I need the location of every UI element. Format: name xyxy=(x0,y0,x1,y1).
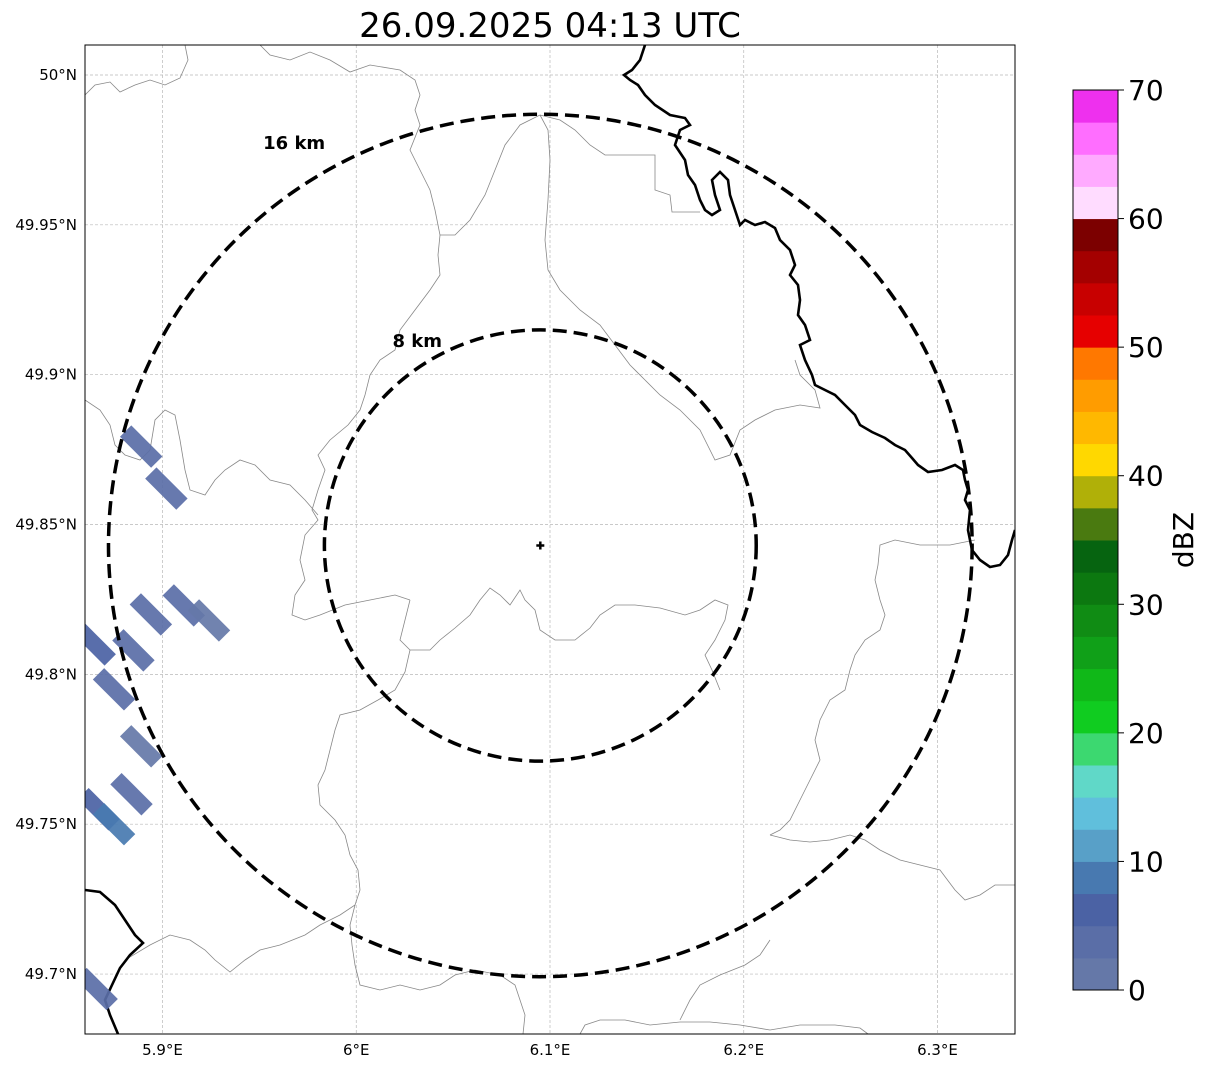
colorbar-label: dBZ xyxy=(1167,512,1200,568)
colorbar-tick-label: 70 xyxy=(1128,74,1164,107)
lat-tick-label: 49.75°N xyxy=(15,815,77,833)
colorbar-segment xyxy=(1073,893,1118,927)
colorbar-segment xyxy=(1073,957,1118,991)
lat-tick-label: 49.85°N xyxy=(15,516,77,534)
border-line xyxy=(769,539,976,836)
precipitation-cell xyxy=(112,629,155,672)
lon-tick-label: 5.9°E xyxy=(142,1041,183,1059)
lon-tick-label: 6.2°E xyxy=(723,1041,764,1059)
colorbar-segment xyxy=(1073,250,1118,284)
country-border xyxy=(621,45,1015,569)
precipitation-cell xyxy=(119,725,163,768)
lat-tick-label: 49.9°N xyxy=(25,366,77,384)
colorbar-segment xyxy=(1073,668,1118,702)
precipitation-cell xyxy=(119,425,163,468)
border-line xyxy=(349,904,526,1034)
axis-tick-labels: 5.9°E 6°E 6.1°E 6.2°E 6.3°E 50°N 49.95°N 49.9°N… xyxy=(15,66,958,1059)
precipitation-cell xyxy=(145,467,188,510)
colorbar-segment xyxy=(1073,636,1118,670)
colorbar-segment xyxy=(1073,90,1118,123)
lat-tick-label: 49.95°N xyxy=(15,216,77,234)
border-line xyxy=(259,45,441,621)
range-ring xyxy=(106,112,974,979)
lon-tick-label: 6.3°E xyxy=(917,1041,958,1059)
colorbar-segment xyxy=(1073,411,1118,445)
border-line xyxy=(399,587,729,691)
colorbar-tick-label: 10 xyxy=(1128,845,1164,878)
colorbar-segment xyxy=(1073,829,1118,862)
range-ring xyxy=(322,328,758,763)
map-title: 26.09.2025 04:13 UTC xyxy=(359,6,741,46)
colorbar-segment xyxy=(1073,443,1118,477)
precipitation-layer xyxy=(85,425,231,1011)
colorbar-segment xyxy=(1073,540,1118,573)
colorbar-frame xyxy=(1072,89,1119,991)
colorbar-segment xyxy=(1073,700,1118,734)
border-line xyxy=(440,114,541,236)
colorbar-segment xyxy=(1073,732,1118,766)
colorbar-segment xyxy=(1073,765,1118,798)
colorbar-segment xyxy=(1073,186,1118,220)
border-line xyxy=(769,834,1015,901)
border-line xyxy=(579,1019,869,1034)
radar-site-layer xyxy=(536,541,545,550)
lon-tick-label: 6°E xyxy=(343,1041,370,1059)
range-rings: 8 km 16 km xyxy=(106,112,974,979)
colorbar-segment xyxy=(1073,154,1118,187)
border-line xyxy=(539,114,821,461)
precipitation-cell xyxy=(85,623,116,666)
colorbar-tick-label: 40 xyxy=(1128,460,1164,493)
lat-tick-label: 49.7°N xyxy=(25,965,77,983)
colorbar-segment xyxy=(1073,572,1118,605)
precipitation-cell xyxy=(92,802,136,846)
range-ring-label: 16 km xyxy=(263,133,325,154)
colorbar-segment xyxy=(1073,218,1118,252)
colorbar-tick-label: 50 xyxy=(1128,331,1164,364)
colorbar-segment xyxy=(1073,379,1118,412)
precipitation-cell xyxy=(187,599,231,642)
radar-site-marker xyxy=(536,541,545,550)
colorbar-segment xyxy=(1073,475,1118,509)
colorbar-segment xyxy=(1073,797,1118,830)
map-background xyxy=(85,45,1015,1034)
border-line xyxy=(124,649,411,973)
precipitation-cell xyxy=(85,967,118,1011)
colorbar-segment xyxy=(1073,507,1118,541)
colorbar-segment xyxy=(1073,861,1118,895)
range-ring-label: 8 km xyxy=(392,331,442,352)
colorbar-segment xyxy=(1073,122,1118,155)
colorbar-tick-label: 20 xyxy=(1128,717,1164,750)
colorbar-segment xyxy=(1073,282,1118,316)
precipitation-cell xyxy=(92,668,136,711)
colorbar-tick-label: 30 xyxy=(1128,588,1164,621)
lon-tick-label: 6.1°E xyxy=(530,1041,571,1059)
gridlines xyxy=(85,45,1015,1034)
colorbar-segment xyxy=(1073,925,1118,959)
colorbar-tick-label: 60 xyxy=(1128,203,1164,236)
map-frame xyxy=(84,44,1016,1035)
colorbar-segment xyxy=(1073,315,1118,348)
lat-tick-label: 49.8°N xyxy=(25,665,77,683)
colorbar-tick-label: 0 xyxy=(1128,974,1146,1007)
precipitation-cell xyxy=(129,593,173,636)
admin-borders xyxy=(85,45,1015,1034)
colorbar: 0 10 20 30 40 50 60 70 dBZ xyxy=(1072,74,1200,1007)
colorbar-segment xyxy=(1073,347,1118,380)
border-line xyxy=(85,45,189,96)
lat-tick-label: 50°N xyxy=(39,66,77,84)
colorbar-segment xyxy=(1073,604,1118,637)
precipitation-cell xyxy=(110,773,153,816)
border-line xyxy=(679,939,771,1021)
border-line xyxy=(539,114,700,213)
